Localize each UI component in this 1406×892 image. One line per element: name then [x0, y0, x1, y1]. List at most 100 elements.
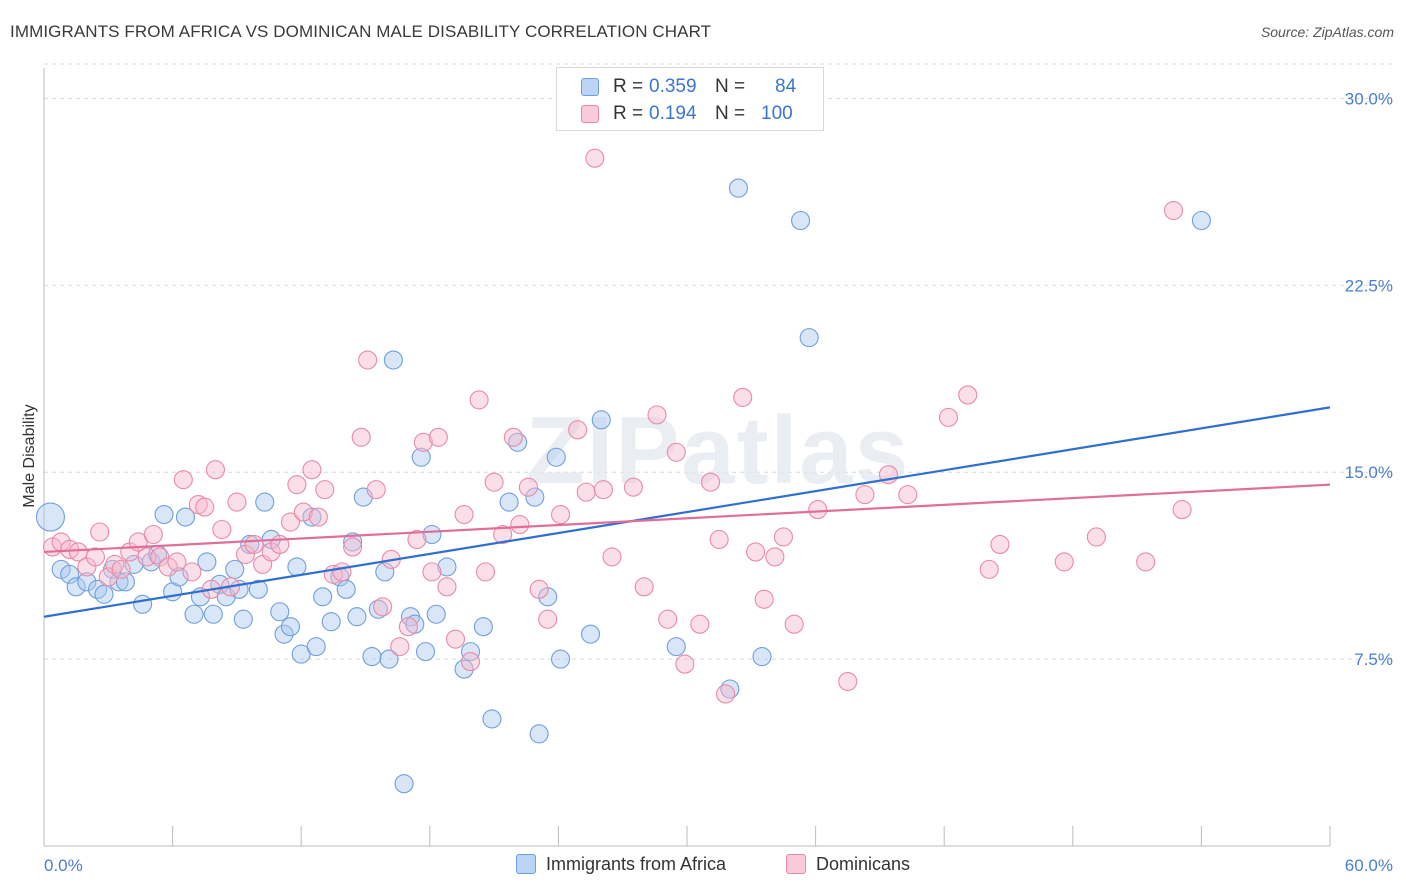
point-dominicans [808, 500, 828, 520]
point-immigrants-from-africa [347, 607, 367, 627]
point-dominicans [244, 534, 264, 555]
legend-row-dominicans: R = 0.194 N = 100 [581, 102, 793, 126]
point-dominicans [343, 537, 363, 557]
point-immigrants-from-africa [383, 350, 403, 370]
bottom-legend-africa: Immigrants from Africa [516, 852, 726, 876]
legend-swatch-blue [581, 78, 599, 96]
point-dominicans [938, 407, 959, 427]
point-immigrants-from-africa [255, 492, 275, 512]
point-dominicans [568, 420, 588, 440]
point-immigrants-from-africa [394, 774, 414, 794]
point-immigrants-from-africa [791, 210, 811, 231]
y-tick-label: 30.0% [1345, 89, 1393, 108]
point-immigrants-from-africa [1191, 210, 1211, 231]
point-dominicans [445, 629, 466, 649]
point-dominicans [958, 385, 978, 405]
y-tick-labels: 7.5% 15.0% 22.5% 30.0% [1345, 89, 1393, 669]
point-dominicans [510, 514, 530, 535]
point-dominicans [773, 527, 794, 547]
point-dominicans [538, 609, 558, 629]
point-dominicans [709, 529, 729, 550]
point-immigrants-from-africa [88, 579, 108, 599]
point-immigrants-from-africa [77, 572, 97, 592]
point-immigrants-from-africa [752, 647, 772, 667]
point-dominicans [105, 554, 125, 574]
point-immigrants-from-africa [313, 587, 333, 607]
point-dominicans [784, 614, 804, 634]
point-immigrants-from-africa [666, 637, 686, 657]
stats-legend: R = 0.359 N = 84 R = 0.194 N = 100 [556, 67, 824, 131]
point-dominicans [550, 505, 571, 525]
point-immigrants-from-africa [525, 487, 545, 507]
point-immigrants-from-africa [248, 579, 268, 599]
point-dominicans [475, 562, 496, 582]
y-tick-label: 22.5% [1345, 276, 1393, 295]
legend-n-value: 84 [775, 76, 797, 97]
point-dominicans [182, 562, 202, 582]
point-dominicans [373, 597, 393, 617]
trend-line-dominicans [43, 483, 1331, 554]
point-dominicans [493, 524, 513, 545]
point-dominicans [1163, 200, 1184, 221]
legend-swatch-pink [786, 854, 806, 874]
point-dominicans [990, 534, 1010, 555]
point-immigrants-from-africa [35, 502, 65, 532]
point-immigrants-from-africa [550, 649, 571, 669]
point-immigrants-from-africa [203, 604, 223, 624]
point-dominicans [167, 552, 187, 572]
point-dominicans [398, 617, 418, 637]
point-immigrants-from-africa [175, 507, 196, 527]
legend-r-label: R = [613, 76, 644, 97]
point-dominicans [754, 589, 774, 609]
point-immigrants-from-africa [728, 178, 748, 198]
point-immigrants-from-africa [94, 584, 114, 604]
legend-swatch-blue [516, 854, 536, 874]
trend-lines [43, 406, 1331, 618]
point-dominicans [529, 579, 549, 599]
y-tick-label: 15.0% [1345, 463, 1393, 482]
point-immigrants-from-africa [306, 637, 326, 657]
point-immigrants-from-africa [197, 552, 217, 572]
legend-r-label: R = [613, 103, 644, 124]
point-immigrants-from-africa [66, 577, 86, 597]
point-dominicans [1136, 552, 1156, 572]
point-dominicans [469, 390, 489, 410]
point-immigrants-from-africa [454, 659, 474, 679]
point-immigrants-from-africa [336, 579, 356, 599]
point-dominicans [716, 684, 736, 704]
point-dominicans [593, 480, 613, 500]
point-immigrants-from-africa [422, 524, 442, 545]
point-immigrants-from-africa [379, 649, 399, 669]
point-immigrants-from-africa [460, 642, 481, 662]
legend-n-label: N = [715, 103, 746, 124]
point-immigrants-from-africa [529, 724, 549, 744]
point-dominicans [602, 547, 622, 567]
legend-r-value: 0.359 [649, 76, 697, 97]
point-dominicans [838, 671, 858, 692]
series-immigrants-from-africa [35, 178, 1211, 794]
point-dominicans [407, 529, 427, 550]
point-immigrants-from-africa [362, 647, 382, 667]
point-dominicans [454, 505, 474, 525]
point-dominicans [855, 485, 875, 505]
legend-swatch-pink [581, 105, 599, 123]
point-dominicans [428, 427, 448, 447]
point-dominicans [90, 522, 110, 542]
point-immigrants-from-africa [154, 505, 174, 525]
point-dominicans [1172, 500, 1192, 520]
point-dominicans [85, 547, 105, 567]
point-dominicans [666, 442, 686, 462]
point-dominicans [518, 477, 538, 497]
point-immigrants-from-africa [437, 557, 457, 577]
point-dominicans [460, 652, 481, 672]
point-dominicans [351, 427, 371, 447]
point-immigrants-from-africa [115, 572, 135, 592]
legend-row-africa: R = 0.359 N = 84 [581, 75, 796, 99]
point-dominicans [484, 472, 504, 492]
point-dominicans [68, 542, 88, 562]
point-dominicans [195, 497, 215, 517]
point-dominicans [332, 562, 352, 582]
point-immigrants-from-africa [591, 410, 611, 430]
point-dominicans [623, 477, 643, 497]
point-dominicans [576, 482, 596, 502]
